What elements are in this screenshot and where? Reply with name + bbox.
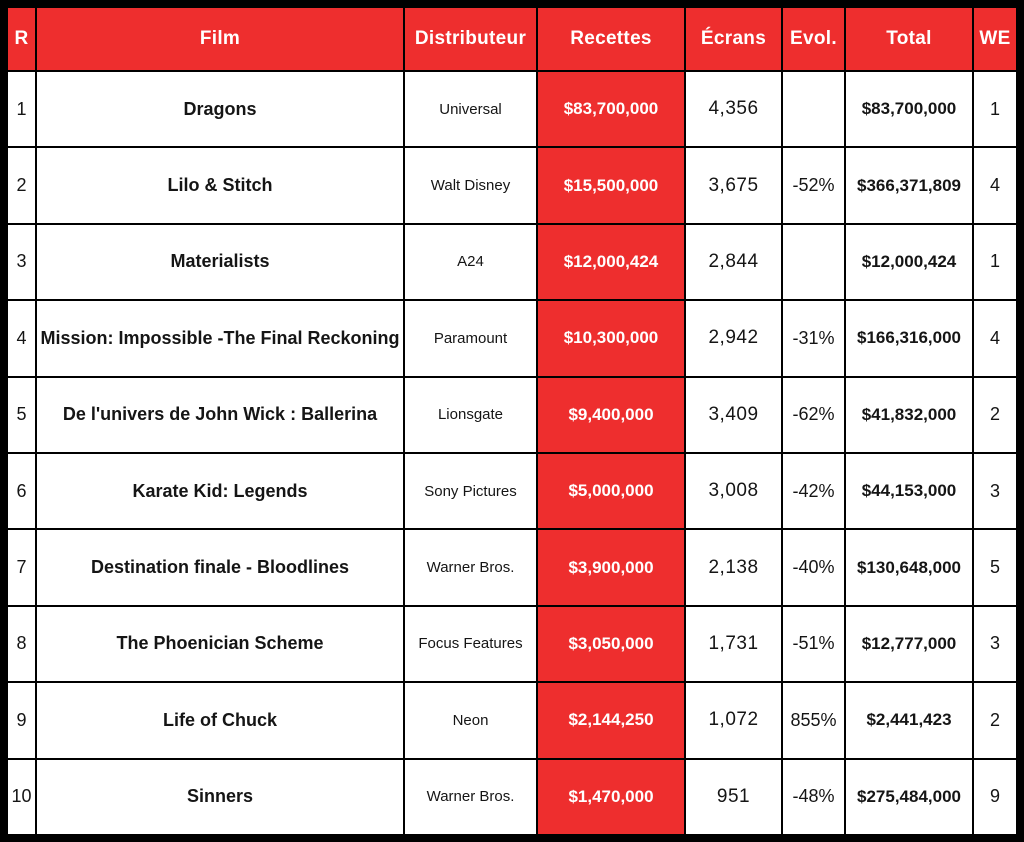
cell-total: $275,484,000	[846, 759, 972, 834]
cell-total: $44,153,000	[846, 453, 972, 529]
cell-evolution: -40%	[783, 530, 844, 605]
cell-rank: 4	[8, 301, 35, 376]
cell-screens: 2,844	[686, 224, 781, 300]
cell-weekend: 5	[974, 530, 1016, 605]
cell-weekend: 3	[974, 453, 1016, 529]
cell-total: $12,000,424	[846, 224, 972, 300]
cell-distributor: Lionsgate	[405, 377, 536, 452]
cell-gross: $9,400,000	[538, 377, 684, 452]
cell-evolution: -48%	[783, 759, 844, 834]
cell-screens: 951	[686, 759, 781, 834]
cell-rank: 3	[8, 224, 35, 300]
cell-gross: $5,000,000	[538, 453, 684, 529]
cell-distributor: A24	[405, 224, 536, 300]
column-header-gross: Recettes	[538, 8, 684, 70]
cell-gross: $3,050,000	[538, 606, 684, 682]
cell-rank: 2	[8, 148, 35, 223]
cell-gross: $12,000,424	[538, 224, 684, 300]
cell-film: Mission: Impossible -The Final Reckoning	[37, 301, 403, 376]
cell-film: Destination finale - Bloodlines	[37, 530, 403, 605]
cell-distributor: Focus Features	[405, 606, 536, 682]
cell-film: Karate Kid: Legends	[37, 453, 403, 529]
cell-weekend: 2	[974, 683, 1016, 758]
cell-weekend: 4	[974, 148, 1016, 223]
cell-gross: $1,470,000	[538, 759, 684, 834]
column-header-evolution: Evol.	[783, 8, 844, 70]
cell-distributor: Warner Bros.	[405, 530, 536, 605]
cell-evolution: -52%	[783, 148, 844, 223]
cell-total: $366,371,809	[846, 148, 972, 223]
cell-total: $2,441,423	[846, 683, 972, 758]
cell-rank: 10	[8, 759, 35, 834]
cell-gross: $2,144,250	[538, 683, 684, 758]
column-header-total: Total	[846, 8, 972, 70]
cell-film: Dragons	[37, 72, 403, 147]
cell-evolution: 855%	[783, 683, 844, 758]
cell-screens: 1,731	[686, 606, 781, 682]
cell-screens: 4,356	[686, 72, 781, 147]
cell-screens: 3,008	[686, 453, 781, 529]
box-office-table: R Film Distributeur Recettes Écrans Evol. Tota…	[8, 8, 1016, 834]
cell-weekend: 1	[974, 72, 1016, 147]
cell-rank: 9	[8, 683, 35, 758]
cell-weekend: 3	[974, 606, 1016, 682]
cell-film: The Phoenician Scheme	[37, 606, 403, 682]
cell-evolution	[783, 224, 844, 300]
column-header-screens: Écrans	[686, 8, 781, 70]
cell-distributor: Sony Pictures	[405, 453, 536, 529]
cell-total: $41,832,000	[846, 377, 972, 452]
column-header-distributor: Distributeur	[405, 8, 536, 70]
cell-distributor: Universal	[405, 72, 536, 147]
cell-total: $83,700,000	[846, 72, 972, 147]
cell-gross: $15,500,000	[538, 148, 684, 223]
cell-weekend: 1	[974, 224, 1016, 300]
cell-screens: 1,072	[686, 683, 781, 758]
cell-total: $130,648,000	[846, 530, 972, 605]
column-header-weekend: WE	[974, 8, 1016, 70]
cell-rank: 5	[8, 377, 35, 452]
cell-total: $166,316,000	[846, 301, 972, 376]
column-header-rank: R	[8, 8, 35, 70]
cell-film: De l'univers de John Wick : Ballerina	[37, 377, 403, 452]
cell-screens: 2,138	[686, 530, 781, 605]
cell-rank: 1	[8, 72, 35, 147]
cell-weekend: 9	[974, 759, 1016, 834]
cell-screens: 3,675	[686, 148, 781, 223]
cell-evolution: -31%	[783, 301, 844, 376]
cell-film: Lilo & Stitch	[37, 148, 403, 223]
cell-evolution: -51%	[783, 606, 844, 682]
cell-film: Life of Chuck	[37, 683, 403, 758]
cell-distributor: Walt Disney	[405, 148, 536, 223]
cell-gross: $3,900,000	[538, 530, 684, 605]
cell-screens: 2,942	[686, 301, 781, 376]
cell-weekend: 2	[974, 377, 1016, 452]
cell-rank: 7	[8, 530, 35, 605]
cell-film: Sinners	[37, 759, 403, 834]
cell-evolution: -42%	[783, 453, 844, 529]
cell-film: Materialists	[37, 224, 403, 300]
cell-rank: 6	[8, 453, 35, 529]
cell-distributor: Neon	[405, 683, 536, 758]
cell-weekend: 4	[974, 301, 1016, 376]
cell-evolution: -62%	[783, 377, 844, 452]
column-header-film: Film	[37, 8, 403, 70]
cell-rank: 8	[8, 606, 35, 682]
cell-gross: $10,300,000	[538, 301, 684, 376]
cell-gross: $83,700,000	[538, 72, 684, 147]
cell-evolution	[783, 72, 844, 147]
cell-total: $12,777,000	[846, 606, 972, 682]
cell-screens: 3,409	[686, 377, 781, 452]
cell-distributor: Paramount	[405, 301, 536, 376]
cell-distributor: Warner Bros.	[405, 759, 536, 834]
